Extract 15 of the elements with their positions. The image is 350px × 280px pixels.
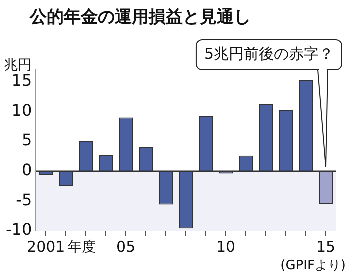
- y-tick-label: 10: [12, 100, 32, 120]
- text: 5兆円前後の赤字？: [204, 44, 334, 63]
- chart-title: 公的年金の運用損益と見通し: [29, 7, 251, 28]
- x-axis-title: 年度: [68, 240, 96, 256]
- y-tick-label: -10: [6, 220, 32, 240]
- x-tick-label: 05: [116, 238, 136, 256]
- y-tick-label: 5: [22, 130, 32, 150]
- x-tick-label: 15: [316, 238, 336, 256]
- text: (GPIFより): [280, 258, 346, 274]
- y-tick-label: -5: [16, 190, 32, 210]
- x-tick-label: 10: [216, 238, 236, 256]
- y-axis-title: 兆円: [4, 58, 32, 74]
- y-tick-label: 0: [22, 160, 32, 180]
- x-tick-label: 2001: [27, 238, 66, 256]
- y-tick-label: 15: [12, 71, 32, 90]
